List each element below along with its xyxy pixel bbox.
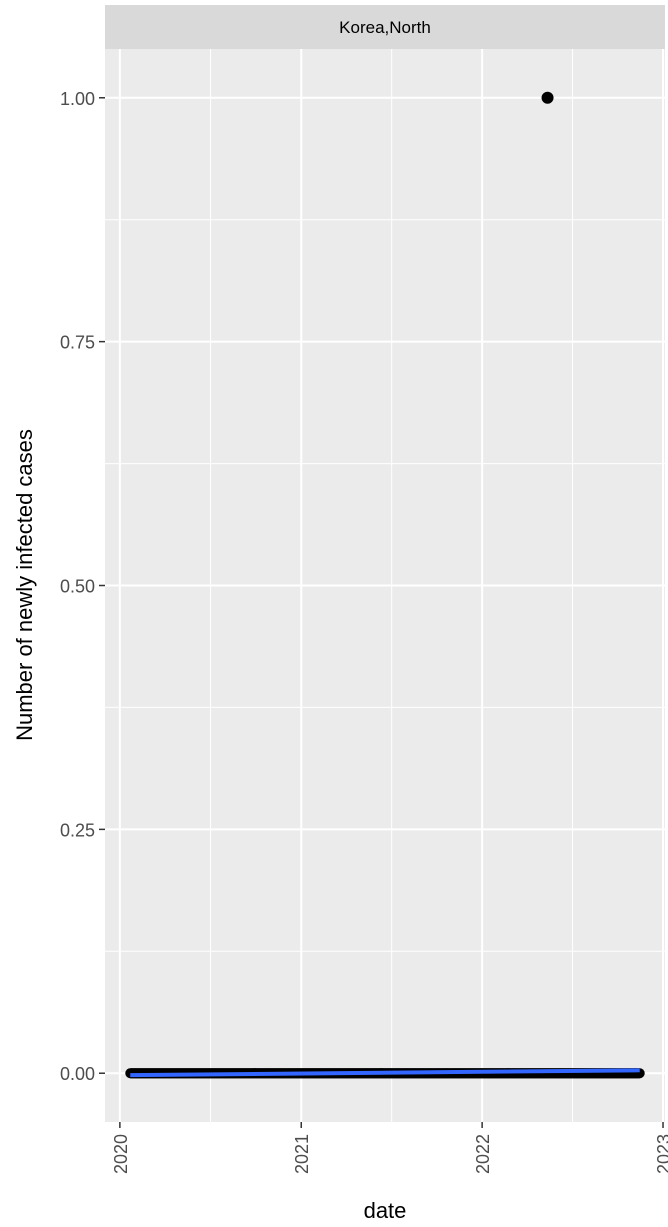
y-axis-title: Number of newly infected cases bbox=[12, 429, 37, 741]
y-tick-label: 0.50 bbox=[60, 577, 95, 597]
y-tick-label: 1.00 bbox=[60, 89, 95, 109]
y-axis: 0.00 0.25 0.50 0.75 1.00 bbox=[60, 89, 105, 1084]
x-tick-label: 2023 bbox=[654, 1134, 668, 1174]
data-marks bbox=[125, 91, 645, 1079]
y-tick-label: 0.25 bbox=[60, 820, 95, 840]
data-point-outlier bbox=[541, 91, 554, 104]
x-tick-label: 2021 bbox=[292, 1134, 312, 1174]
x-tick-label: 2020 bbox=[111, 1134, 131, 1174]
y-tick-label: 0.75 bbox=[60, 333, 95, 353]
facet-label: Korea,North bbox=[339, 18, 431, 37]
x-axis: 2020 2021 2022 2023 bbox=[111, 1122, 668, 1174]
facet-strip bbox=[105, 5, 665, 49]
x-tick-label: 2022 bbox=[473, 1134, 493, 1174]
y-tick-label: 0.00 bbox=[60, 1064, 95, 1084]
x-axis-title: date bbox=[364, 1198, 407, 1223]
smooth-trend-line bbox=[130, 1068, 640, 1078]
